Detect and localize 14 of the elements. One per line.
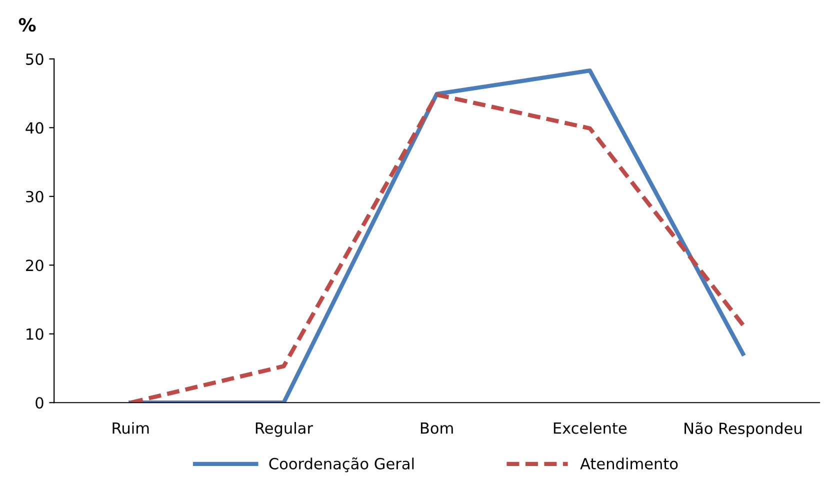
x-tick-label: Ruim [112,422,149,434]
legend-label: Atendimento [580,458,678,470]
y-axis-title: % [18,18,36,32]
x-tick-label: Bom [420,422,453,434]
y-tick-label: 0 [36,397,44,409]
x-tick-label: Não Respondeu [684,422,802,438]
y-tick-label: 10 [26,328,44,340]
y-tick-label: 40 [26,122,44,134]
x-tick-label: Regular [256,422,314,437]
y-tick-label: 30 [26,190,44,202]
y-tick-label: 50 [26,53,44,65]
legend-label: Coordenação Geral [269,457,414,472]
x-tick-label: Excelente [554,422,627,434]
y-tick-label: 20 [26,260,44,272]
